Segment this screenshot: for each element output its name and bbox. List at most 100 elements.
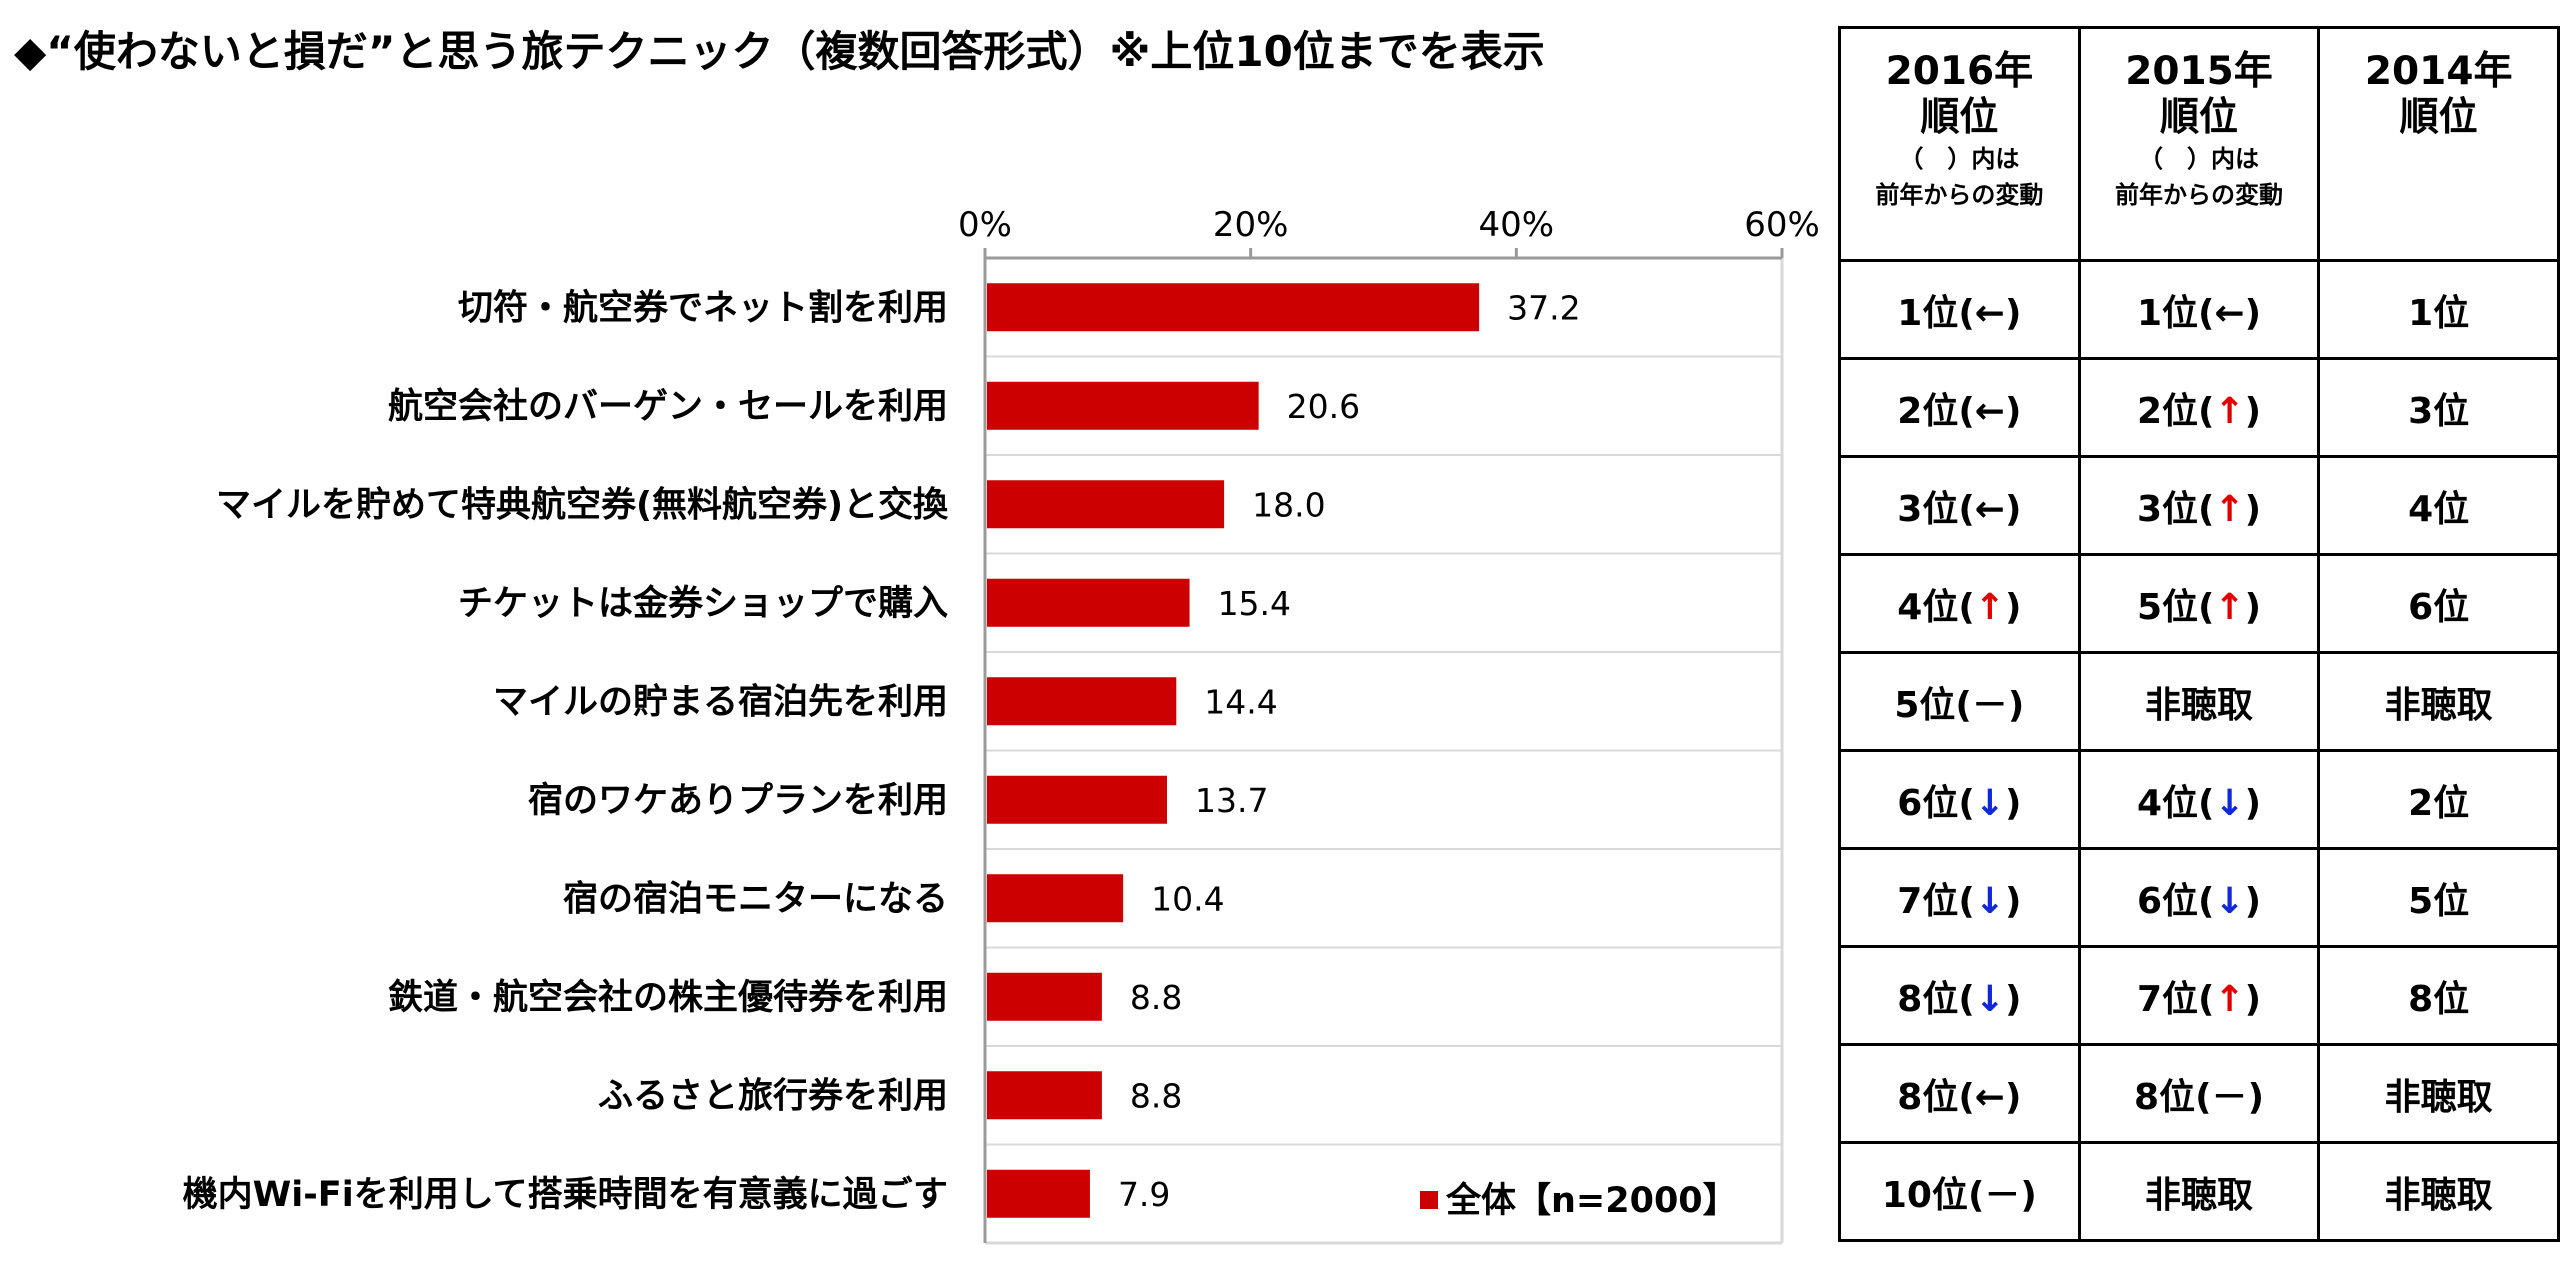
category-label: 切符・航空券でネット割を利用 (458, 287, 948, 328)
rank-row: 3位(←) 3位(↑) 4位 (1838, 455, 2560, 556)
data-label: 8.8 (1130, 1076, 1182, 1115)
left-arrow-icon: ← (1974, 488, 2005, 530)
category-label: 宿のワケありプランを利用 (528, 781, 948, 821)
paren-close: ) (2004, 586, 2022, 628)
rank-value: 6位 (1897, 782, 1959, 824)
rank-cell: 4位 (2317, 455, 2560, 556)
header-note: （ ）内は (1899, 145, 2020, 173)
up-arrow-icon: ↑ (2214, 978, 2245, 1020)
paren-close: ) (2244, 782, 2262, 824)
bar-chart: 0% 20% 40% 60% 37.2 切符・航空券でネット割を利用 20.6 航空会社のバー… (183, 205, 1820, 1245)
paren-open: ( (1958, 880, 1975, 922)
rank-cell: 非聴取 (2317, 651, 2560, 752)
paren-close: ) (2244, 488, 2262, 530)
rank-cell: 5位 (2317, 847, 2560, 948)
rank-row: 6位(↓) 4位(↓) 2位 (1838, 749, 2560, 850)
bar (987, 1169, 1090, 1218)
paren-close: ) (2004, 1076, 2022, 1118)
down-arrow-icon: ↓ (2214, 880, 2245, 922)
data-label: 13.7 (1195, 781, 1268, 820)
rank-cell: 7位(↑) (2077, 945, 2321, 1046)
header-year: 2016年 (1885, 49, 2034, 94)
down-arrow-icon: ↓ (1974, 782, 2005, 824)
paren-close: ) (2004, 782, 2022, 824)
paren-close: ) (2004, 488, 2022, 530)
rank-value: 4位 (2136, 782, 2199, 824)
rank-cell: 4位(↓) (2077, 749, 2321, 850)
rank-cell: 7位(↓) (1838, 847, 2081, 948)
legend-swatch (1420, 1191, 1438, 1209)
paren-open: ( (1958, 292, 1975, 334)
rank-cell: 3位(←) (1838, 455, 2081, 556)
rank-cell: 3位(↑) (2077, 455, 2321, 556)
bar (987, 775, 1167, 824)
paren-open: ( (1955, 684, 1972, 726)
paren-open: ( (2198, 292, 2215, 334)
rank-value: 4位 (2408, 488, 2470, 530)
rank-value: 非聴取 (2145, 1174, 2254, 1216)
left-arrow-icon: ← (1974, 292, 2005, 334)
header-note: （ ）内は (2139, 145, 2260, 173)
data-label: 14.4 (1204, 682, 1277, 721)
data-label: 20.6 (1287, 387, 1360, 426)
rank-cell: 10位(－) (1838, 1141, 2081, 1242)
rank-value: 非聴取 (2384, 684, 2493, 726)
rank-value: 2位 (2136, 390, 2199, 432)
rank-cell: 2位(↑) (2077, 357, 2321, 458)
down-arrow-icon: ↓ (1974, 880, 2005, 922)
paren-open: ( (1958, 1076, 1975, 1118)
paren-close: ) (2244, 978, 2262, 1020)
paren-close: ) (2244, 586, 2262, 628)
paren-open: ( (2198, 880, 2215, 922)
rank-table: 2016年 順位 （ ）内は 前年からの変動 2015年 順位 （ ）内は 前年… (1838, 26, 2560, 1242)
data-label: 7.9 (1118, 1175, 1170, 1214)
rank-cell: 5位(↑) (2077, 553, 2321, 654)
header-note: 前年からの変動 (1875, 181, 2044, 209)
rank-cell: 4位(↑) (1838, 553, 2081, 654)
header-year: 2014年 (2364, 49, 2513, 94)
paren-open: ( (2198, 978, 2215, 1020)
paren-close: ) (2020, 1174, 2037, 1216)
rank-value: 3位 (2136, 488, 2199, 530)
category-label: マイルを貯めて特典航空券(無料航空券)と交換 (216, 484, 949, 525)
left-arrow-icon: ← (1974, 1076, 2005, 1118)
paren-open: ( (2195, 1076, 2212, 1118)
header-year: 2015年 (2125, 49, 2273, 94)
paren-open: ( (1967, 1174, 1985, 1216)
rank-value: 3位 (2408, 390, 2470, 432)
paren-close: ) (2004, 390, 2022, 432)
rank-value: 1位 (1897, 292, 1959, 334)
rank-cell: 6位 (2317, 553, 2560, 654)
rank-value: 7位 (2136, 978, 2199, 1020)
header-2015: 2015年 順位 （ ）内は 前年からの変動 (2077, 26, 2321, 262)
rank-cell: 1位(←) (1838, 259, 2081, 360)
rank-cell: 6位(↓) (2077, 847, 2321, 948)
bar (987, 480, 1225, 529)
rank-cell: 非聴取 (2077, 1141, 2321, 1242)
x-tick-label: 40% (1479, 205, 1555, 245)
rank-row: 1位(←) 1位(←) 1位 (1838, 259, 2560, 360)
header-note: 前年からの変動 (2115, 181, 2284, 209)
rank-cell: 8位(↓) (1838, 945, 2081, 1046)
paren-open: ( (2198, 586, 2215, 628)
data-label: 8.8 (1130, 978, 1182, 1017)
rank-row: 4位(↑) 5位(↑) 6位 (1838, 553, 2560, 654)
rank-table-header-row: 2016年 順位 （ ）内は 前年からの変動 2015年 順位 （ ）内は 前年… (1838, 26, 2560, 262)
paren-open: ( (1958, 488, 1975, 530)
rank-table-body: 1位(←) 1位(←) 1位 2位(←) 2位(↑) 3位 3位(←) 3位(↑) 4位 4位(↑… (1838, 259, 2560, 1242)
rank-cell: 2位 (2317, 749, 2560, 850)
rank-cell: 非聴取 (2317, 1141, 2560, 1242)
rank-value: 2位 (1897, 390, 1959, 432)
rank-value: 3位 (1897, 488, 1959, 530)
paren-open: ( (1958, 782, 1975, 824)
rank-cell: 5位(－) (1838, 651, 2081, 752)
bar (987, 381, 1259, 430)
rank-cell: 6位(↓) (1838, 749, 2081, 850)
paren-close: ) (2247, 1076, 2265, 1118)
data-label: 37.2 (1507, 288, 1580, 327)
rank-value: 非聴取 (2384, 1174, 2493, 1216)
rank-row: 5位(－) 非聴取 非聴取 (1838, 651, 2560, 752)
rank-row: 8位(←) 8位(－) 非聴取 (1838, 1043, 2560, 1144)
data-label: 10.4 (1151, 879, 1224, 918)
rank-value: 5位 (2408, 880, 2470, 922)
